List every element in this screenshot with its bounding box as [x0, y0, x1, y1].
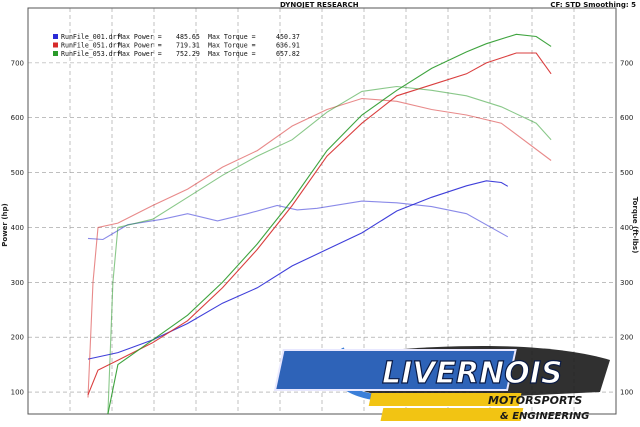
series-line-4-power: [107, 33, 552, 415]
series-line-2-power: [87, 52, 552, 396]
legend-torque: 450.37: [276, 33, 300, 41]
legend-torque: 657.82: [276, 50, 300, 58]
legend-swatch: [53, 51, 58, 56]
y2-tick-label: 200: [620, 334, 633, 342]
chart-grid: [28, 8, 616, 414]
legend-power-label: Max Power =: [118, 50, 162, 58]
right-axis-ticks: 100 200 300 400 500 600 700: [620, 59, 633, 396]
legend-torque-label: Max Torque =: [208, 50, 256, 58]
logo-subtext-1: MOTORSPORTS: [488, 394, 582, 407]
legend-power-label: Max Power =: [118, 42, 162, 50]
legend-power: 719.31: [176, 42, 200, 50]
left-axis-ticks: 100 200 300 400 500 600 700: [11, 59, 24, 396]
y-tick-label: 200: [11, 334, 24, 342]
legend-swatch: [53, 34, 58, 39]
y2-tick-label: 600: [620, 114, 633, 122]
y2-tick-label: 700: [620, 59, 633, 67]
y-tick-label: 300: [11, 279, 24, 287]
logo-subtext-2: & ENGINEERING: [500, 411, 589, 422]
series-line-0-power: [87, 180, 509, 360]
y-tick-label: 400: [11, 224, 24, 232]
y-tick-label: 600: [11, 114, 24, 122]
legend-power: 752.29: [176, 50, 200, 58]
y-tick-label: 100: [11, 389, 24, 397]
power-axis-label: Power (hp): [1, 203, 9, 246]
legend-torque-label: Max Torque =: [208, 42, 256, 50]
livernois-logo: LIVERNOIS MOTORSPORTS & ENGINEERING: [273, 345, 610, 422]
y-tick-label: 700: [11, 59, 24, 67]
settings-readout: CF: STD Smoothing: 5: [550, 1, 636, 9]
legend-torque-label: Max Torque =: [208, 33, 256, 41]
y-tick-label: 500: [11, 169, 24, 177]
chart-title: DYNOJET RESEARCH: [280, 1, 359, 9]
legend-swatch: [53, 42, 58, 48]
legend-power-label: Max Power =: [118, 33, 162, 41]
torque-axis-label: Torque (ft-lbs): [631, 197, 639, 254]
y2-tick-label: 500: [620, 169, 633, 177]
y2-tick-label: 100: [620, 389, 633, 397]
legend-file: RunFile_051.drf: [61, 42, 121, 50]
y2-tick-label: 400: [620, 224, 633, 232]
series-layer: [87, 33, 552, 415]
series-line-5-torque: [107, 85, 552, 415]
legend-power: 485.65: [176, 33, 200, 41]
logo-text: LIVERNOIS: [382, 356, 562, 391]
plot-frame: [27, 7, 617, 415]
legend-file: RunFile_001.drf: [61, 33, 121, 41]
legend-file: RunFile_053.drf: [61, 50, 121, 58]
series-line-3-torque: [87, 97, 552, 398]
legend-torque: 636.91: [276, 42, 300, 50]
y2-tick-label: 300: [620, 279, 633, 287]
